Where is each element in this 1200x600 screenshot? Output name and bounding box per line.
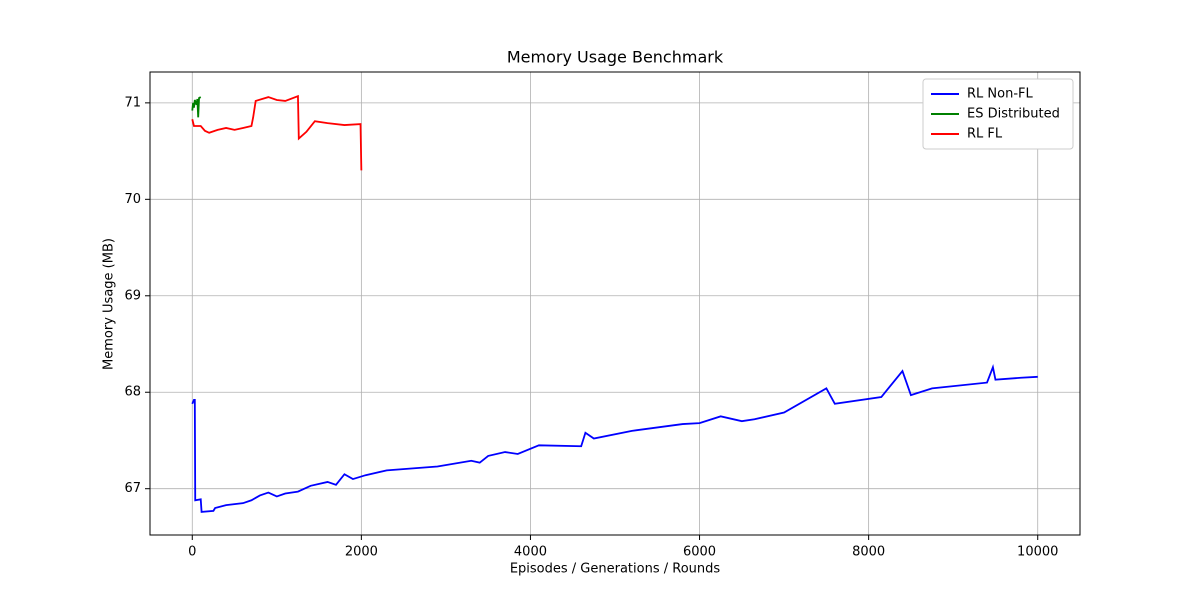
legend-label: RL Non-FL	[967, 87, 1033, 102]
y-tick-label: 69	[124, 288, 141, 303]
x-axis-label: Episodes / Generations / Rounds	[510, 562, 721, 577]
x-tick-label: 10000	[1017, 545, 1058, 560]
x-tick-label: 8000	[852, 545, 885, 560]
chart-title: Memory Usage Benchmark	[507, 48, 724, 67]
plot-frame	[149, 71, 1081, 536]
line	[191, 94, 363, 171]
y-tick-label: 70	[124, 192, 141, 207]
y-axis-label: Memory Usage (MB)	[102, 238, 117, 370]
legend-box	[922, 78, 1074, 150]
y-tick-label: 68	[124, 385, 141, 400]
y-tick-label: 71	[124, 95, 141, 110]
x-tick-label: 0	[188, 545, 196, 560]
line	[191, 363, 1038, 513]
legend-label: RL FL	[967, 127, 1003, 142]
y-tick-label: 67	[124, 481, 141, 496]
line	[191, 96, 202, 118]
x-tick-label: 2000	[345, 545, 378, 560]
legend-label: ES Distributed	[967, 107, 1060, 122]
x-tick-label: 6000	[683, 545, 716, 560]
x-tick-label: 4000	[514, 545, 547, 560]
